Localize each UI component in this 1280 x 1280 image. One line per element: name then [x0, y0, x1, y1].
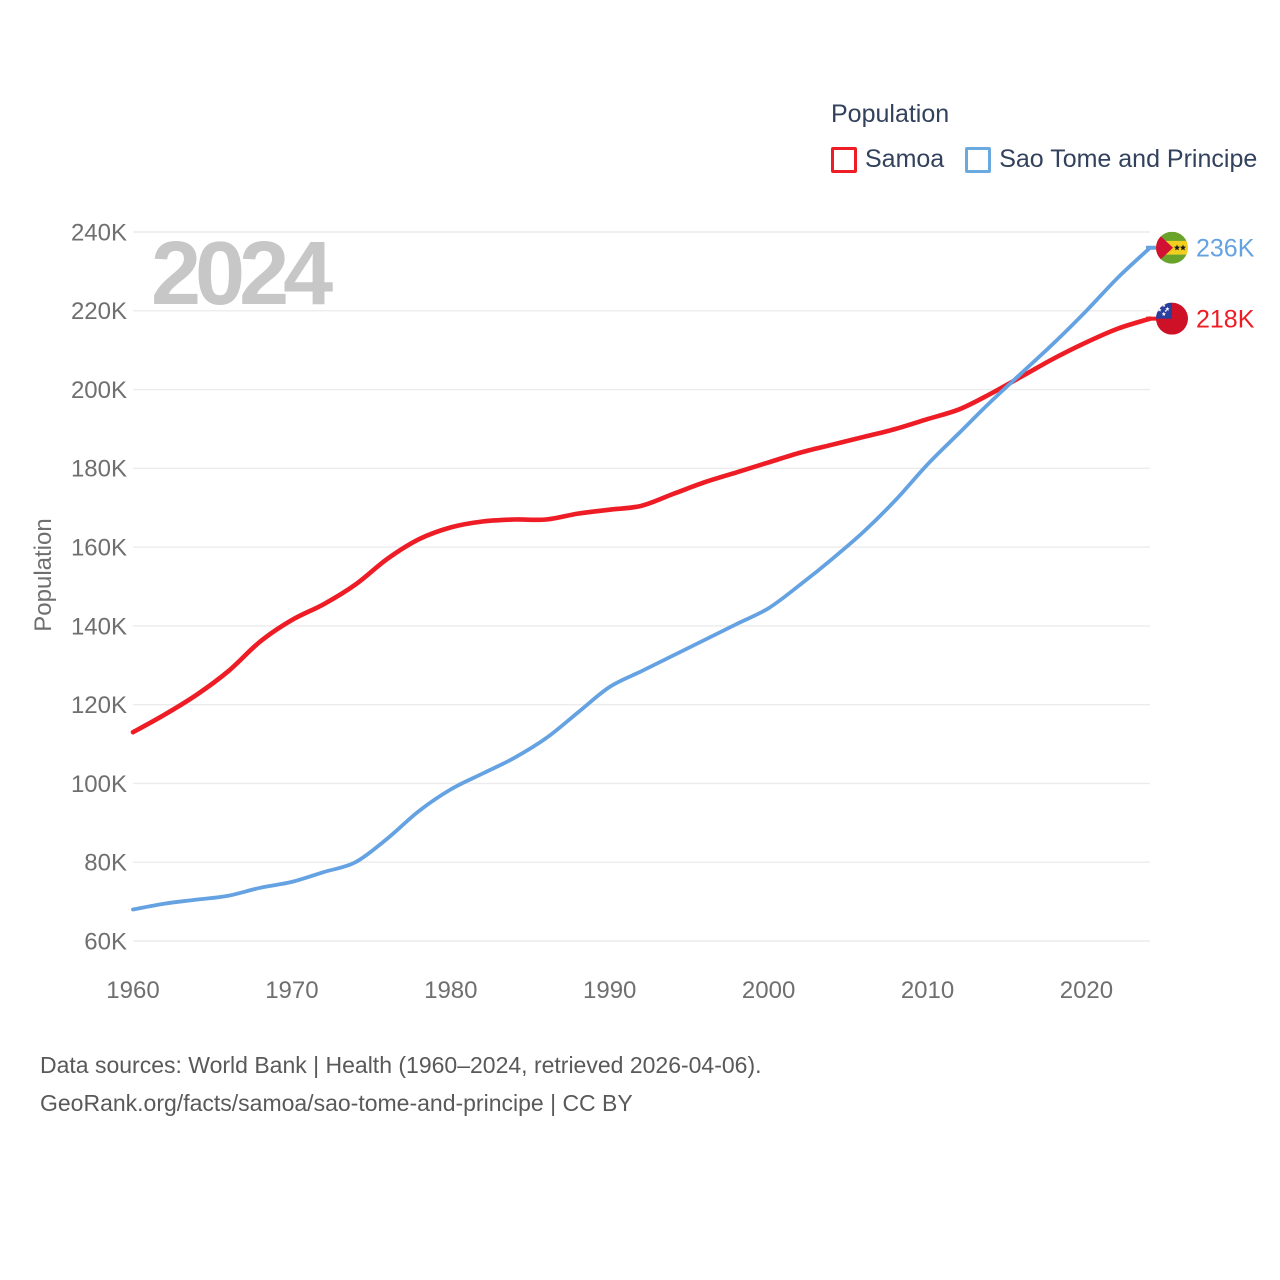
attribution-line: GeoRank.org/facts/samoa/sao-tome-and-pri… — [40, 1090, 633, 1116]
y-tick-label: 100K — [71, 771, 127, 798]
legend: Population Samoa Sao Tome and Principe — [831, 100, 1278, 174]
y-tick-label: 80K — [84, 850, 127, 877]
x-tick-label: 1990 — [583, 977, 636, 1004]
sao-tome-legend-swatch[interactable] — [965, 146, 992, 173]
x-tick-label: 2000 — [742, 977, 795, 1004]
samoa-legend-swatch[interactable] — [831, 146, 857, 173]
y-tick-label: 60K — [84, 928, 127, 955]
x-tick-label: 1970 — [265, 977, 318, 1004]
legend-item-sao-tome[interactable]: Sao Tome and Principe — [965, 145, 1257, 174]
samoa-population-line — [130, 316, 1153, 735]
samoa-flag-icon — [1146, 302, 1188, 335]
sao-tome-legend-label: Sao Tome and Principe — [999, 145, 1258, 173]
legend-items: Samoa Sao Tome and Principe — [831, 145, 1278, 174]
legend-item-samoa[interactable]: Samoa — [831, 145, 944, 174]
samoa-end-value-label: 218K — [1196, 305, 1255, 333]
y-tick-label: 160K — [71, 535, 127, 562]
data-sources-line: Data sources: World Bank | Health (1960–… — [40, 1052, 762, 1078]
x-tick-label: 1960 — [106, 977, 159, 1004]
y-tick-label: 220K — [71, 298, 127, 325]
x-tick-label: 1980 — [424, 977, 477, 1004]
year-watermark: 2024 — [151, 224, 333, 324]
y-tick-label: 200K — [71, 377, 127, 404]
samoa-legend-label: Samoa — [865, 145, 945, 173]
y-tick-label: 180K — [71, 456, 127, 483]
sao-tome-flag-icon — [1146, 231, 1188, 264]
y-tick-label: 120K — [71, 692, 127, 719]
x-tick-label: 2020 — [1060, 977, 1113, 1004]
legend-title: Population — [831, 100, 950, 128]
y-tick-label: 240K — [71, 219, 127, 246]
sao-tome-population-line — [131, 245, 1152, 912]
y-tick-label: 140K — [71, 613, 127, 640]
x-tick-label: 2010 — [901, 977, 954, 1004]
sao-tome-end-value-label: 236K — [1196, 235, 1255, 263]
footer: Data sources: World Bank | Health (1960–… — [40, 1046, 762, 1122]
